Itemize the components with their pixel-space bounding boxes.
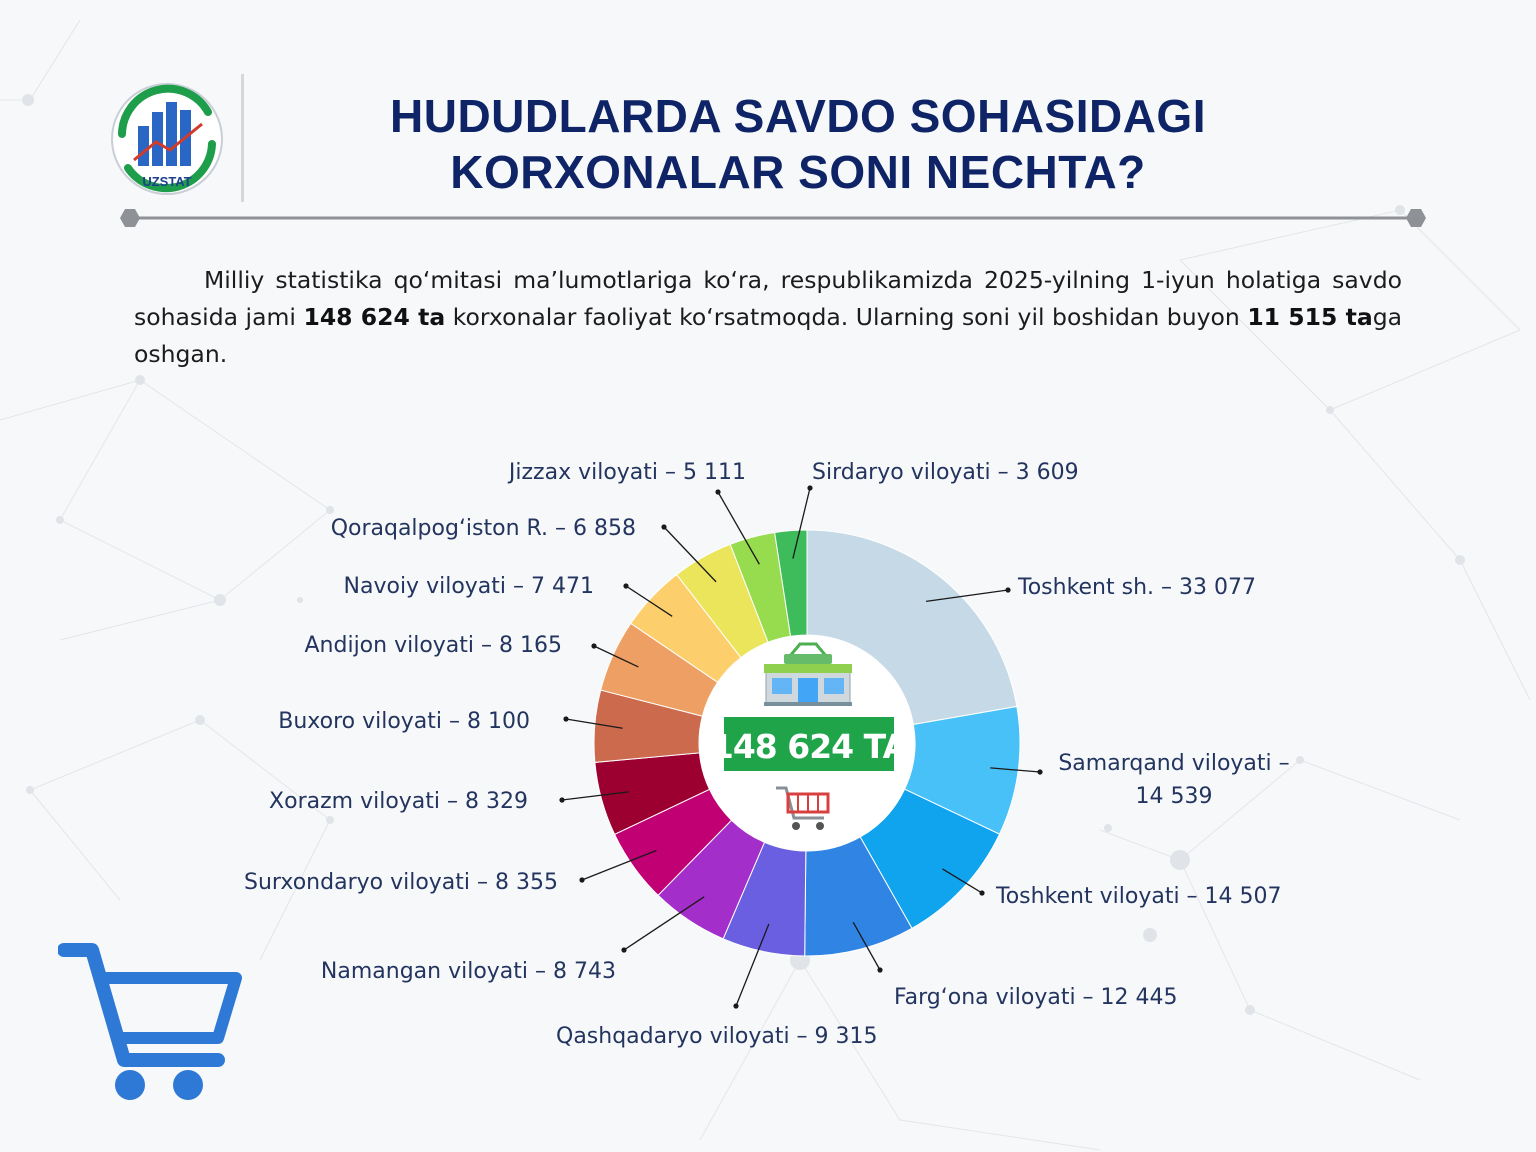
- title-line-1: HUDUDLARDA SAVDO SOHASIDAGI: [390, 90, 1206, 142]
- leader-line: [593, 645, 639, 668]
- intro-text-2: korxonalar faoliyat ko‘rsatmoqda. Ularni…: [445, 303, 1248, 331]
- intro-total: 148 624 ta: [303, 303, 446, 331]
- leader-dot: [877, 967, 883, 973]
- leader-dot: [591, 643, 597, 649]
- store-icon: [764, 642, 852, 706]
- leader-line: [717, 491, 760, 565]
- leader-dot: [807, 485, 813, 491]
- leader-dot: [979, 890, 985, 896]
- leader-line: [990, 767, 1041, 773]
- intro-increase: 11 515 ta: [1247, 303, 1373, 331]
- slice-label: Namangan viloyati – 8 743: [321, 959, 616, 984]
- leader-line: [925, 589, 1009, 603]
- slice-label: Toshkent viloyati – 14 507: [995, 884, 1282, 909]
- slice-label: Surxondaryo viloyati – 8 355: [244, 870, 558, 895]
- slice-label: Qoraqalpog‘iston R. – 6 858: [331, 516, 636, 541]
- leader-line: [942, 868, 983, 894]
- logo-text: UZSTAT: [142, 174, 191, 189]
- leader-dot: [715, 489, 721, 495]
- leader-line: [561, 791, 629, 801]
- leader-line: [663, 526, 717, 583]
- slice-label: Andijon viloyati – 8 165: [305, 633, 563, 658]
- intro-text-1: Milliy statistika qo‘mitasi ma’lumotlari…: [134, 266, 1402, 331]
- title-rule: [120, 209, 1426, 227]
- leader-dot: [1005, 587, 1011, 593]
- shopping-cart-icon: [776, 786, 830, 830]
- leader-dot: [563, 716, 569, 722]
- leader-line: [625, 585, 673, 617]
- slice-label: Farg‘ona viloyati – 12 445: [894, 985, 1178, 1010]
- center-badge: [724, 717, 894, 771]
- slice-label: Xorazm viloyati – 8 329: [269, 789, 528, 814]
- slice-label: Jizzax viloyati – 5 111: [507, 460, 746, 485]
- uzstat-logo: UZSTAT: [108, 82, 226, 197]
- leader-line: [581, 849, 657, 881]
- leader-line: [565, 718, 623, 729]
- slice-label: Navoiy viloyati – 7 471: [344, 574, 594, 599]
- leader-dot: [733, 1003, 739, 1009]
- intro-text-3: ga oshgan.: [134, 303, 1403, 368]
- leader-dot: [623, 583, 629, 589]
- slice-label: Buxoro viloyati – 8 100: [278, 709, 530, 734]
- leader-dot: [621, 947, 627, 953]
- slice-label: Qashqadaryo viloyati – 9 315: [556, 1024, 878, 1049]
- leader-line: [735, 923, 770, 1007]
- title-line-2: KORXONALAR SONI NECHTA?: [450, 146, 1146, 198]
- leader-dot: [579, 877, 585, 883]
- center-total-label: 148 624 TA: [711, 727, 909, 766]
- leader-line: [792, 487, 811, 559]
- leader-line: [852, 921, 881, 971]
- leader-dot: [559, 797, 565, 803]
- header-divider: [241, 74, 244, 202]
- leader-line: [623, 896, 705, 951]
- intro-paragraph: Milliy statistika qo‘mitasi ma’lumotlari…: [134, 262, 1402, 373]
- page-title: HUDUDLARDA SAVDO SOHASIDAGI KORXONALAR S…: [290, 88, 1306, 200]
- slice-label: Samarqand viloyati –14 539: [1058, 751, 1289, 809]
- slice-label: Toshkent sh. – 33 077: [1017, 575, 1256, 600]
- leader-dot: [1037, 769, 1043, 775]
- shopping-cart-large-icon: [58, 943, 242, 1100]
- leader-dot: [661, 524, 667, 530]
- slice-label: Sirdaryo viloyati – 3 609: [812, 460, 1079, 485]
